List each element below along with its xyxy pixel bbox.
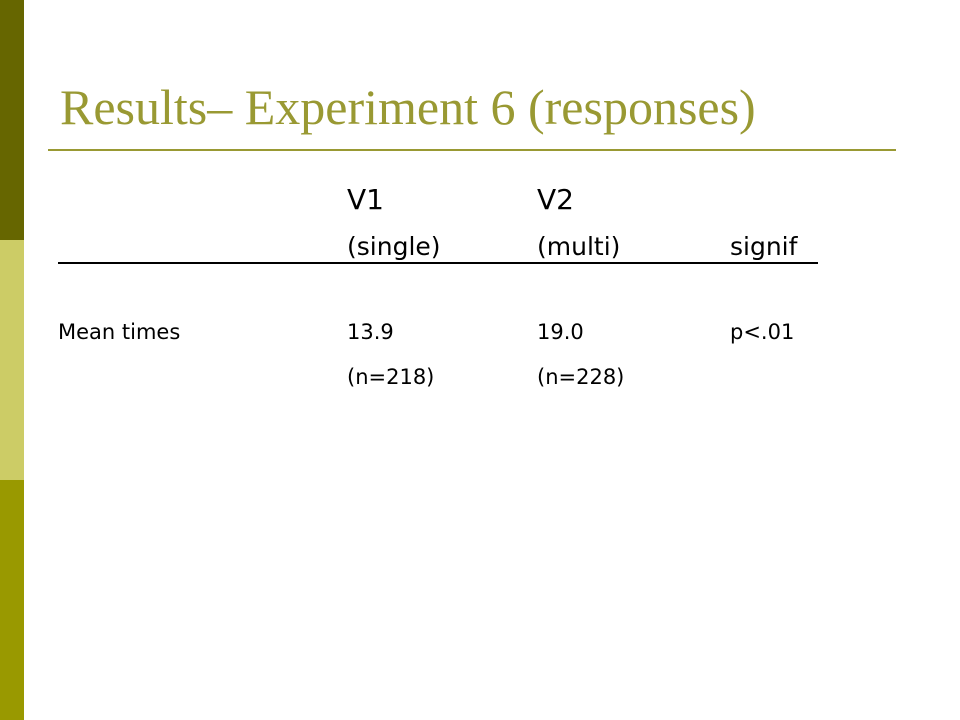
side-bar (0, 480, 24, 720)
side-bar (0, 0, 24, 240)
side-bar (0, 240, 24, 480)
title-rule (48, 149, 896, 151)
column-subheader: (multi) (537, 232, 621, 261)
cell: (n=228) (537, 365, 625, 389)
column-subheader: signif (730, 232, 798, 261)
cell: p<.01 (730, 320, 795, 344)
column-subheader: (single) (347, 232, 441, 261)
slide-title: Results– Experiment 6 (responses) (60, 79, 756, 135)
column-header: V1 (347, 183, 384, 216)
cell: 13.9 (347, 320, 394, 344)
cell: (n=218) (347, 365, 435, 389)
cell: 19.0 (537, 320, 584, 344)
column-header: V2 (537, 183, 574, 216)
row-label: Mean times (58, 320, 181, 344)
header-rule (58, 262, 818, 264)
